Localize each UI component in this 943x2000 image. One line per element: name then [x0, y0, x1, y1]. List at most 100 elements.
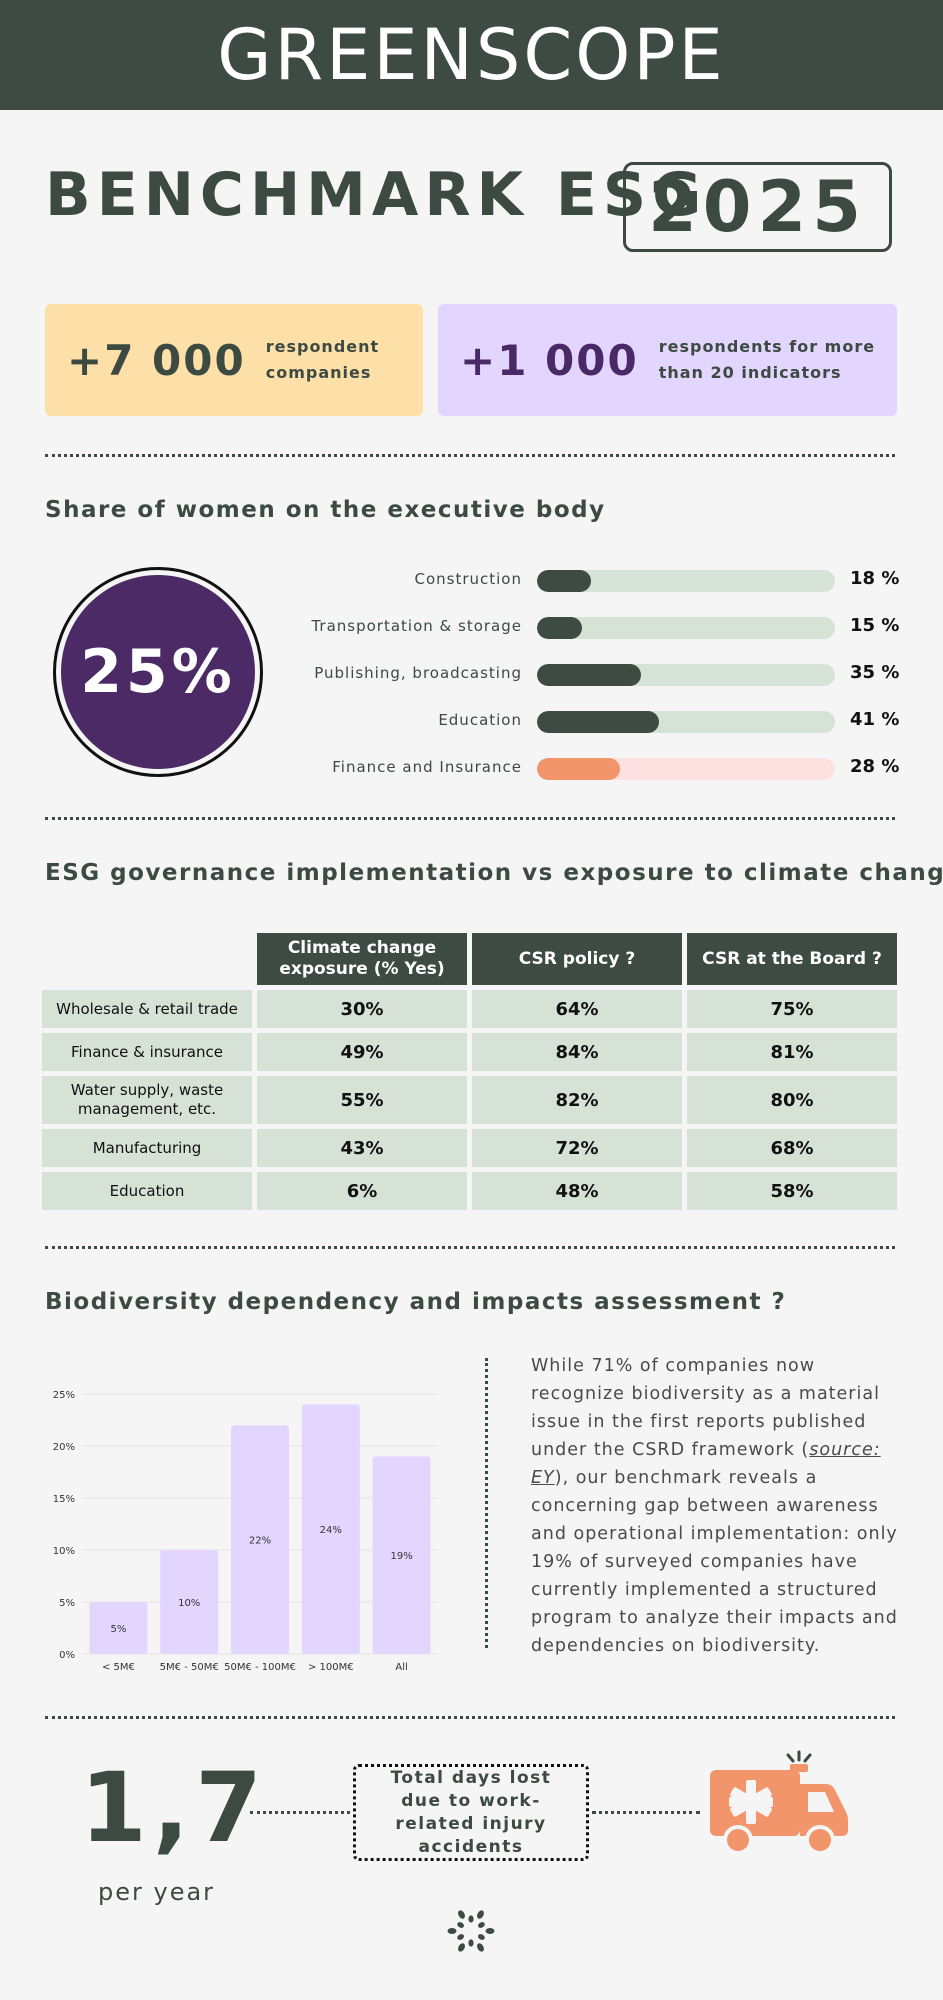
governance-table: Climate change exposure (% Yes) CSR poli… — [37, 928, 902, 1215]
injury-unit: per year — [98, 1878, 216, 1906]
table-cell: 68% — [687, 1129, 897, 1167]
vertical-divider — [485, 1358, 488, 1648]
greenscope-logo-icon — [447, 1910, 495, 1952]
column-header: CSR at the Board ? — [687, 933, 897, 985]
row-label: Manufacturing — [42, 1129, 252, 1167]
row-label: Wholesale & retail trade — [42, 990, 252, 1028]
row-label: Water supply, waste management, etc. — [42, 1076, 252, 1124]
y-tick-label: 10% — [53, 1546, 75, 1557]
table-row: Wholesale & retail trade 30% 64% 75% — [42, 990, 897, 1028]
bar-label: Education — [438, 711, 522, 729]
x-tick-label: All — [395, 1662, 407, 1673]
x-tick-label: > 100M€ — [308, 1662, 354, 1673]
bar-value: 35 % — [850, 662, 900, 683]
section-title-women: Share of women on the executive body — [45, 497, 606, 523]
bar-value: 15 % — [850, 615, 900, 636]
x-tick-label: < 5M€ — [102, 1662, 135, 1673]
biodiversity-paragraph: While 71% of companies now recognize bio… — [531, 1352, 899, 1660]
hero-title-row: BENCHMARK ESG — [45, 160, 707, 230]
table-header-row: Climate change exposure (% Yes) CSR poli… — [42, 933, 897, 985]
row-label: Finance & insurance — [42, 1033, 252, 1071]
bar — [160, 1550, 219, 1654]
table-cell: 55% — [257, 1076, 467, 1124]
bar — [301, 1404, 360, 1654]
bar-fill — [537, 758, 621, 780]
stat-value: +1 000 — [460, 335, 639, 385]
stat-label-line: respondents for more — [658, 337, 876, 356]
table-cell: 64% — [472, 990, 682, 1028]
x-tick-label: 5M€ - 50M€ — [160, 1662, 219, 1673]
paragraph-text: ), our benchmark reveals a concerning ga… — [531, 1468, 898, 1656]
bar-label: Construction — [414, 570, 522, 588]
stat-label-line: respondent — [265, 337, 380, 356]
bar-value-label: 24% — [320, 1525, 342, 1536]
women-bar-row: Education 41 % — [250, 706, 910, 736]
ambulance-icon — [710, 1750, 848, 1855]
connector-line — [592, 1811, 700, 1814]
logo-petal — [447, 1928, 457, 1934]
table-cell: 48% — [472, 1172, 682, 1210]
bar-label: Finance and Insurance — [332, 758, 522, 776]
logo-petal — [477, 1943, 484, 1952]
column-header: CSR policy ? — [472, 933, 682, 985]
source-link[interactable]: source: EY — [531, 1440, 881, 1488]
table-cell: 58% — [687, 1172, 897, 1210]
women-bar-row: Finance and Insurance 28 % — [250, 753, 910, 783]
stat-label-line: than 20 indicators — [658, 363, 842, 382]
bar-fill — [537, 570, 591, 592]
logo-petal — [478, 1922, 485, 1928]
bar-label: Publishing, broadcasting — [314, 664, 522, 682]
y-tick-label: 15% — [53, 1494, 75, 1505]
section-divider — [45, 1246, 895, 1249]
table-cell: 75% — [687, 990, 897, 1028]
bar-value: 28 % — [850, 756, 900, 777]
bar-track — [537, 617, 835, 639]
women-bar-row: Transportation & storage 15 % — [250, 612, 910, 642]
bar-fill — [537, 711, 660, 733]
bar-fill — [537, 664, 642, 686]
row-label: Education — [42, 1172, 252, 1210]
y-tick-label: 5% — [59, 1598, 75, 1609]
injury-label: Total days lost due to work-related inju… — [390, 1767, 552, 1857]
table-cell: 72% — [472, 1129, 682, 1167]
table-cell: 30% — [257, 990, 467, 1028]
stat-card-indicators: +1 000 respondents for more than 20 indi… — [438, 304, 897, 416]
paragraph-text: While 71% of companies now recognize bio… — [531, 1356, 880, 1460]
table-cell: 49% — [257, 1033, 467, 1071]
table-cell: 84% — [472, 1033, 682, 1071]
section-divider — [45, 454, 895, 457]
bar — [89, 1602, 148, 1654]
bar-track — [537, 711, 835, 733]
table-cell: 81% — [687, 1033, 897, 1071]
injury-label-box: Total days lost due to work-related inju… — [353, 1764, 589, 1861]
section-title-governance: ESG governance implementation vs exposur… — [45, 860, 943, 886]
column-header: Climate change exposure (% Yes) — [257, 933, 467, 985]
stat-value: +7 000 — [67, 335, 246, 385]
bar-value: 18 % — [850, 568, 900, 589]
connector-line — [250, 1811, 350, 1814]
logo-petal — [468, 1915, 474, 1923]
bar-value-label: 22% — [249, 1536, 271, 1547]
bar-fill — [537, 617, 582, 639]
y-tick-label: 25% — [53, 1390, 75, 1401]
brand-title: GREENSCOPE — [217, 14, 726, 96]
bar-value-label: 10% — [178, 1598, 200, 1609]
logo-petal — [478, 1934, 485, 1940]
bar-track — [537, 570, 835, 592]
section-title-biodiversity: Biodiversity dependency and impacts asse… — [45, 1289, 787, 1315]
overall-women-value: 25% — [61, 575, 255, 769]
section-divider — [45, 817, 895, 820]
women-bar-row: Publishing, broadcasting 35 % — [250, 659, 910, 689]
overall-women-circle: 25% — [53, 567, 263, 777]
section-divider — [45, 1716, 895, 1719]
stat-label: respondent companies — [266, 334, 379, 386]
table-corner — [42, 933, 252, 985]
logo-petal — [457, 1922, 464, 1928]
logo-petal — [457, 1934, 464, 1940]
stat-label: respondents for more than 20 indicators — [659, 334, 875, 386]
stat-label-line: companies — [265, 363, 372, 382]
bar-track — [537, 758, 835, 780]
logo-petal — [458, 1910, 465, 1919]
bar — [372, 1456, 431, 1654]
table-cell: 43% — [257, 1129, 467, 1167]
